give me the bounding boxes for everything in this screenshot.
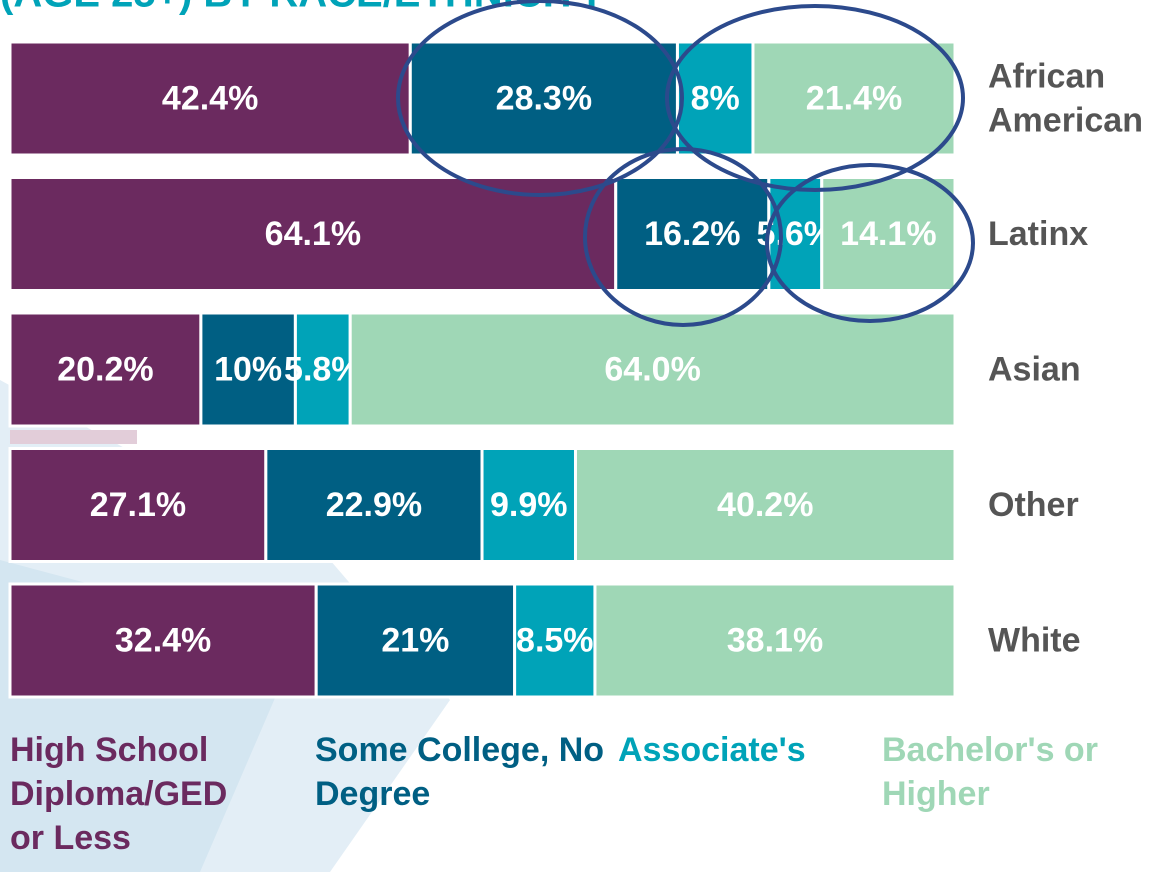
bar-segment (8, 40, 412, 157)
data-label: 14.1% (840, 215, 936, 253)
data-label: 40.2% (717, 486, 813, 524)
data-label: 64.0% (604, 350, 700, 388)
bar-segment (199, 311, 297, 428)
data-label: 28.3% (496, 79, 592, 117)
category-label: White (988, 621, 1081, 659)
bar-segment (264, 447, 484, 563)
bar-segment (348, 311, 957, 428)
bar-segment (293, 311, 352, 428)
background-shape (10, 430, 137, 444)
data-label: 10% (214, 350, 282, 388)
annotation-circle (583, 147, 783, 327)
data-label: 22.9% (326, 486, 422, 524)
category-label: African American (988, 57, 1143, 139)
bar-segment (8, 447, 268, 563)
bar-segment (573, 447, 957, 563)
legend-label: Bachelor's or Higher (882, 731, 1098, 813)
bar-segment (593, 582, 957, 699)
bar-segment (480, 447, 577, 563)
data-label: 42.4% (162, 79, 258, 117)
bar-segment (820, 176, 957, 292)
legend-label: Associate's (618, 731, 806, 769)
data-label: 8.5% (516, 621, 594, 659)
chart-title: (AGE 25+) BY RACE/ETHNICITY (0, 0, 605, 16)
category-label: Latinx (988, 215, 1088, 253)
bar-segment (408, 40, 679, 157)
bar-segment (8, 176, 618, 292)
legend-label: Some College, No Degree (315, 731, 605, 813)
legend-label: High School Diploma/GED or Less (10, 731, 228, 857)
data-label: 27.1% (90, 486, 186, 524)
data-label: 5.8% (284, 350, 362, 388)
category-label: Other (988, 486, 1079, 524)
bar-segment (767, 176, 824, 292)
data-label: 21.4% (806, 79, 902, 117)
data-label: 64.1% (265, 215, 361, 253)
data-label: 38.1% (727, 621, 823, 659)
data-label: 21% (381, 621, 449, 659)
bar-segment (513, 582, 597, 699)
data-label: 9.9% (490, 486, 568, 524)
annotation-circle (665, 4, 965, 192)
annotation-circle (396, 0, 684, 197)
bar-segment (614, 176, 771, 292)
data-label: 8% (691, 79, 740, 117)
data-label: 16.2% (644, 215, 740, 253)
bar-segment (751, 40, 957, 157)
data-label: 20.2% (57, 350, 153, 388)
annotation-circle (765, 163, 975, 323)
bar-segment (8, 311, 203, 428)
category-label: Asian (988, 350, 1081, 388)
data-label: 32.4% (115, 621, 211, 659)
